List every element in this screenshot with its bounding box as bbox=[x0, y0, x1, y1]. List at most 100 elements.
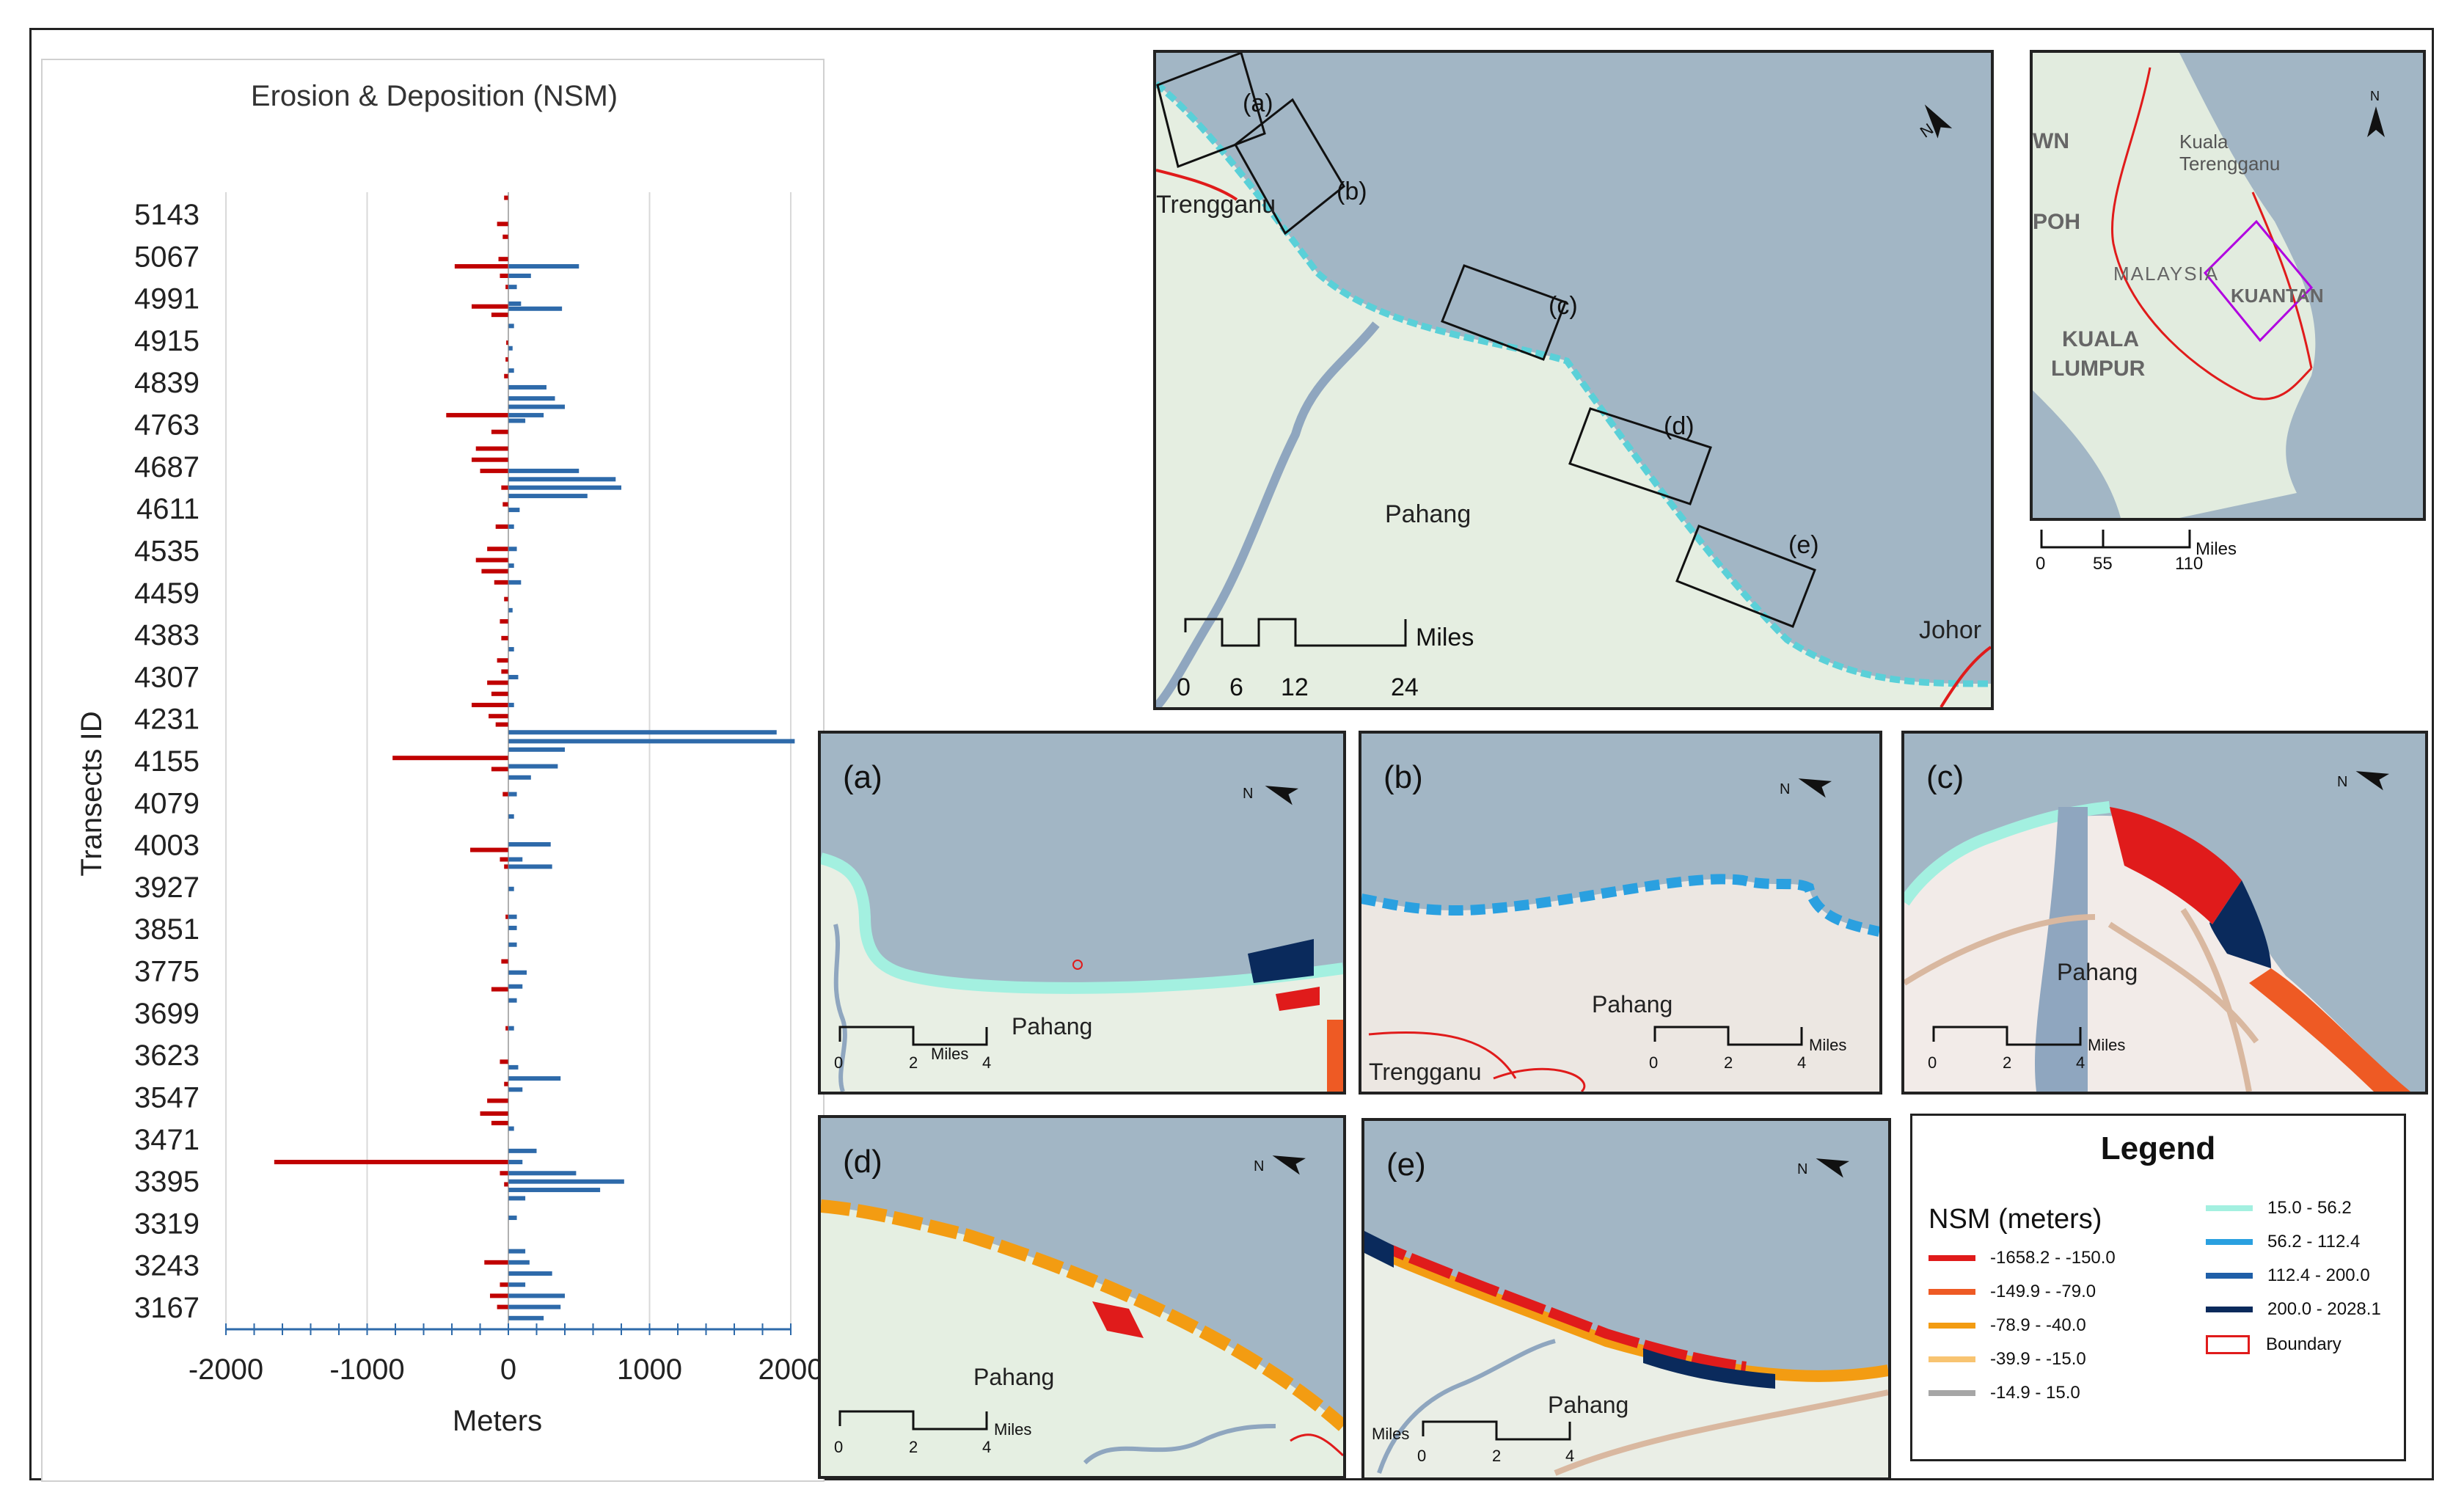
deposition-bar bbox=[508, 580, 522, 585]
erosion-bar bbox=[491, 429, 508, 434]
legend-swatch bbox=[1929, 1323, 1975, 1329]
panel-e-place: Pahang bbox=[1548, 1392, 1628, 1418]
erosion-bar bbox=[504, 195, 508, 200]
north-letter: N bbox=[2337, 774, 2347, 790]
scale-unit: Miles bbox=[1372, 1425, 1409, 1443]
deposition-bar bbox=[508, 607, 513, 613]
y-tick-label: 4459 bbox=[134, 577, 200, 610]
erosion-bar bbox=[505, 285, 508, 290]
deposition-bar bbox=[508, 864, 552, 869]
deposition-bar bbox=[508, 886, 514, 891]
y-tick-label: 3775 bbox=[134, 956, 200, 988]
sea-area bbox=[1156, 53, 1991, 684]
erosion-bar bbox=[475, 446, 508, 451]
state-boundary-johor bbox=[1940, 646, 1991, 707]
y-tick-label: 3623 bbox=[134, 1040, 200, 1072]
y-tick-label: 4307 bbox=[134, 661, 200, 693]
map-c-svg: (c) Pahang N 0 2 4 Miles bbox=[1904, 734, 2425, 1092]
legend-label: Boundary bbox=[2266, 1334, 2341, 1354]
deposition-bar bbox=[508, 914, 517, 919]
map-panel-b[interactable]: (b) Pahang Trengganu N 0 2 4 Miles bbox=[1359, 731, 1882, 1095]
scale-bar bbox=[838, 1410, 988, 1431]
erosion-bar bbox=[502, 792, 508, 797]
legend-label: -14.9 - 15.0 bbox=[1990, 1383, 2080, 1403]
panel-b-tag: (b) bbox=[1383, 759, 1423, 795]
erosion-bar bbox=[274, 1160, 508, 1165]
y-tick-label: 3927 bbox=[134, 872, 200, 904]
inset-scale-0: 0 bbox=[2036, 554, 2045, 574]
erosion-bar bbox=[500, 857, 508, 862]
scale-4: 4 bbox=[2076, 1053, 2085, 1072]
erosion-bar bbox=[494, 580, 508, 585]
label-poh: POH bbox=[2033, 210, 2080, 234]
scale-0: 0 bbox=[1649, 1053, 1658, 1072]
main-map[interactable]: (a) (b) (c) (d) (e) Trengganu Pahang Joh… bbox=[1153, 50, 1994, 710]
erosion-bar bbox=[498, 257, 508, 262]
shoreline bbox=[1361, 874, 1879, 937]
inset-scale-110: 110 bbox=[2175, 554, 2203, 574]
legend-item: -1658.2 - -150.0 bbox=[1929, 1248, 2116, 1268]
legend-subtitle: NSM (meters) bbox=[1929, 1204, 2102, 1235]
map-panel-c[interactable]: (c) Pahang N 0 2 4 Miles bbox=[1901, 731, 2428, 1095]
erosion-bar bbox=[487, 680, 508, 685]
scale-0: 0 bbox=[834, 1438, 843, 1456]
state-boundary bbox=[1156, 169, 1238, 201]
map-a-svg: (a) Pahang N 0 2 4 Miles bbox=[821, 734, 1343, 1092]
y-tick-label: 3471 bbox=[134, 1124, 200, 1156]
erosion-bar bbox=[497, 1304, 508, 1309]
panel-b-place2: Trengganu bbox=[1369, 1059, 1482, 1085]
inset-map[interactable]: WN POH Kuala Terengganu MALAYSIA KUANTAN… bbox=[2030, 50, 2426, 521]
deposition-bar bbox=[508, 747, 565, 752]
scale-bar bbox=[1422, 1420, 1571, 1441]
erosion-bar bbox=[502, 234, 508, 239]
deposition-bar bbox=[508, 764, 558, 769]
legend-label: 200.0 - 2028.1 bbox=[2267, 1299, 2381, 1319]
legend-swatch bbox=[1929, 1390, 1975, 1396]
erosion-bar bbox=[491, 313, 508, 318]
legend-swatch bbox=[2206, 1205, 2253, 1211]
erosion-bar bbox=[504, 373, 508, 379]
map-b-svg: (b) Pahang Trengganu N 0 2 4 Miles bbox=[1361, 734, 1879, 1092]
deposition-bar bbox=[508, 1126, 514, 1131]
deposition-bar bbox=[508, 647, 514, 652]
erosion-bar bbox=[504, 1081, 508, 1086]
deposition-bar bbox=[508, 841, 551, 847]
erosion-bar bbox=[502, 502, 508, 507]
state-boundaries bbox=[2110, 67, 2313, 401]
scale-unit: Miles bbox=[1809, 1036, 1846, 1054]
box-a bbox=[1156, 53, 1266, 169]
box-d bbox=[1568, 407, 1712, 505]
scale-0: 0 bbox=[1177, 673, 1191, 701]
y-tick-label: 3699 bbox=[134, 998, 200, 1030]
erosion-bar bbox=[505, 914, 508, 919]
y-tick-label: 5143 bbox=[134, 199, 200, 231]
deposition-bar bbox=[508, 346, 513, 351]
legend-item: 15.0 - 56.2 bbox=[2206, 1198, 2352, 1218]
y-tick-label: 4155 bbox=[134, 745, 200, 778]
deposition-bar bbox=[508, 1315, 544, 1320]
scale-bar bbox=[838, 1026, 988, 1046]
deposition-bar bbox=[508, 1304, 561, 1309]
legend-label: -1658.2 - -150.0 bbox=[1990, 1248, 2116, 1268]
shoreline bbox=[1156, 81, 1991, 687]
erosion-bar bbox=[480, 468, 508, 473]
map-panel-e[interactable]: (e) Pahang N Miles 0 2 4 bbox=[1361, 1118, 1891, 1480]
deposition-bar bbox=[508, 703, 514, 708]
erosion-bar bbox=[471, 304, 508, 309]
inset-map-svg: WN POH Kuala Terengganu MALAYSIA KUANTAN… bbox=[2033, 53, 2423, 518]
map-panel-d[interactable]: (d) Pahang N 0 2 4 Miles bbox=[818, 1115, 1346, 1479]
y-tick-label: 4839 bbox=[134, 367, 200, 399]
north-letter: N bbox=[1243, 786, 1253, 802]
deposition-bar bbox=[508, 1026, 514, 1031]
deposition-bar bbox=[508, 1160, 523, 1165]
x-axis-label: Meters bbox=[453, 1405, 542, 1437]
scale-2: 2 bbox=[909, 1053, 918, 1072]
shoreline bbox=[821, 1199, 1343, 1431]
deposition-bar bbox=[508, 508, 520, 513]
label-d: (d) bbox=[1664, 412, 1695, 440]
legend-item: 112.4 - 200.0 bbox=[2206, 1265, 2370, 1286]
sea-area bbox=[1364, 1121, 1888, 1376]
map-panel-a[interactable]: (a) Pahang N 0 2 4 Miles bbox=[818, 731, 1346, 1095]
panel-d-place: Pahang bbox=[973, 1364, 1054, 1390]
sea-area bbox=[821, 734, 1343, 988]
